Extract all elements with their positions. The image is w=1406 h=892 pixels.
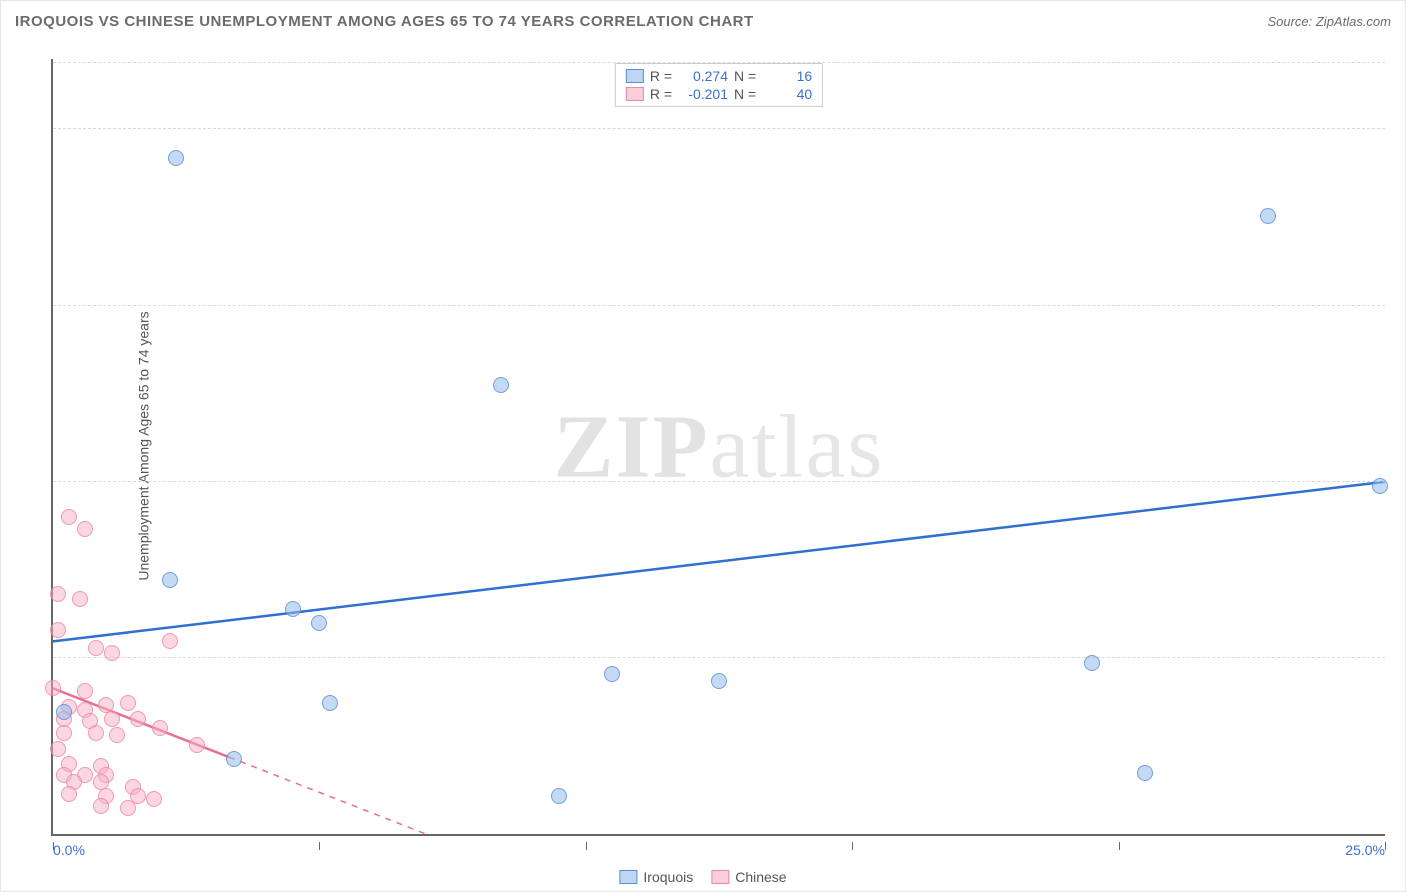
- legend-label: Iroquois: [643, 869, 693, 885]
- data-point: [72, 591, 88, 607]
- data-point: [120, 695, 136, 711]
- legend-r-label: R =: [650, 86, 672, 102]
- data-point: [88, 725, 104, 741]
- legend-r-value: -0.201: [678, 86, 728, 102]
- data-point: [56, 725, 72, 741]
- gridline-h: [53, 481, 1385, 482]
- data-point: [189, 737, 205, 753]
- data-point: [311, 615, 327, 631]
- data-point: [120, 800, 136, 816]
- data-point: [493, 377, 509, 393]
- data-point: [604, 666, 620, 682]
- source-name: ZipAtlas.com: [1316, 14, 1391, 29]
- series-legend: Iroquois Chinese: [619, 869, 786, 885]
- trend-lines: [53, 59, 1385, 834]
- data-point: [551, 788, 567, 804]
- data-point: [226, 751, 242, 767]
- correlation-chart: IROQUOIS VS CHINESE UNEMPLOYMENT AMONG A…: [0, 0, 1406, 892]
- y-tick-label: 7.5%: [1395, 634, 1406, 650]
- data-point: [56, 704, 72, 720]
- y-tick-label: 15.0%: [1395, 458, 1406, 474]
- legend-n-value: 40: [762, 86, 812, 102]
- chart-title: IROQUOIS VS CHINESE UNEMPLOYMENT AMONG A…: [15, 13, 754, 30]
- legend-r-value: 0.274: [678, 68, 728, 84]
- data-point: [109, 727, 125, 743]
- data-point: [162, 633, 178, 649]
- legend-item: Iroquois: [619, 869, 693, 885]
- legend-swatch: [626, 87, 644, 101]
- x-tick-label: 25.0%: [1345, 842, 1385, 858]
- legend-r-label: R =: [650, 68, 672, 84]
- legend-swatch: [619, 870, 637, 884]
- data-point: [1137, 765, 1153, 781]
- gridline-h: [53, 305, 1385, 306]
- y-tick-label: 22.5%: [1395, 282, 1406, 298]
- data-point: [61, 509, 77, 525]
- data-point: [50, 586, 66, 602]
- legend-item: Chinese: [711, 869, 786, 885]
- data-point: [162, 572, 178, 588]
- data-point: [88, 640, 104, 656]
- gridline-h: [53, 62, 1385, 63]
- data-point: [285, 601, 301, 617]
- data-point: [104, 645, 120, 661]
- data-point: [1260, 208, 1276, 224]
- data-point: [61, 786, 77, 802]
- data-point: [130, 711, 146, 727]
- gridline-h: [53, 128, 1385, 129]
- source-prefix: Source:: [1267, 14, 1315, 29]
- data-point: [77, 683, 93, 699]
- source-attribution: Source: ZipAtlas.com: [1267, 14, 1391, 29]
- data-point: [1372, 478, 1388, 494]
- data-point: [45, 680, 61, 696]
- legend-label: Chinese: [735, 869, 786, 885]
- data-point: [1084, 655, 1100, 671]
- x-tick-label: 0.0%: [53, 842, 85, 858]
- gridline-h: [53, 657, 1385, 658]
- data-point: [50, 741, 66, 757]
- y-tick-label: 30.0%: [1395, 105, 1406, 121]
- data-point: [93, 798, 109, 814]
- data-point: [711, 673, 727, 689]
- data-point: [322, 695, 338, 711]
- legend-n-label: N =: [734, 86, 756, 102]
- title-bar: IROQUOIS VS CHINESE UNEMPLOYMENT AMONG A…: [1, 1, 1405, 41]
- data-point: [146, 791, 162, 807]
- legend-swatch: [711, 870, 729, 884]
- data-point: [104, 711, 120, 727]
- data-point: [77, 521, 93, 537]
- legend-swatch: [626, 69, 644, 83]
- data-point: [168, 150, 184, 166]
- data-point: [50, 622, 66, 638]
- legend-n-label: N =: [734, 68, 756, 84]
- correlation-legend: R = 0.274 N = 16 R = -0.201 N = 40: [615, 63, 823, 107]
- plot-area: ZIPatlas R =0.274N =16R =-0.201N =40 7.5…: [51, 59, 1385, 836]
- data-point: [152, 720, 168, 736]
- legend-n-value: 16: [762, 68, 812, 84]
